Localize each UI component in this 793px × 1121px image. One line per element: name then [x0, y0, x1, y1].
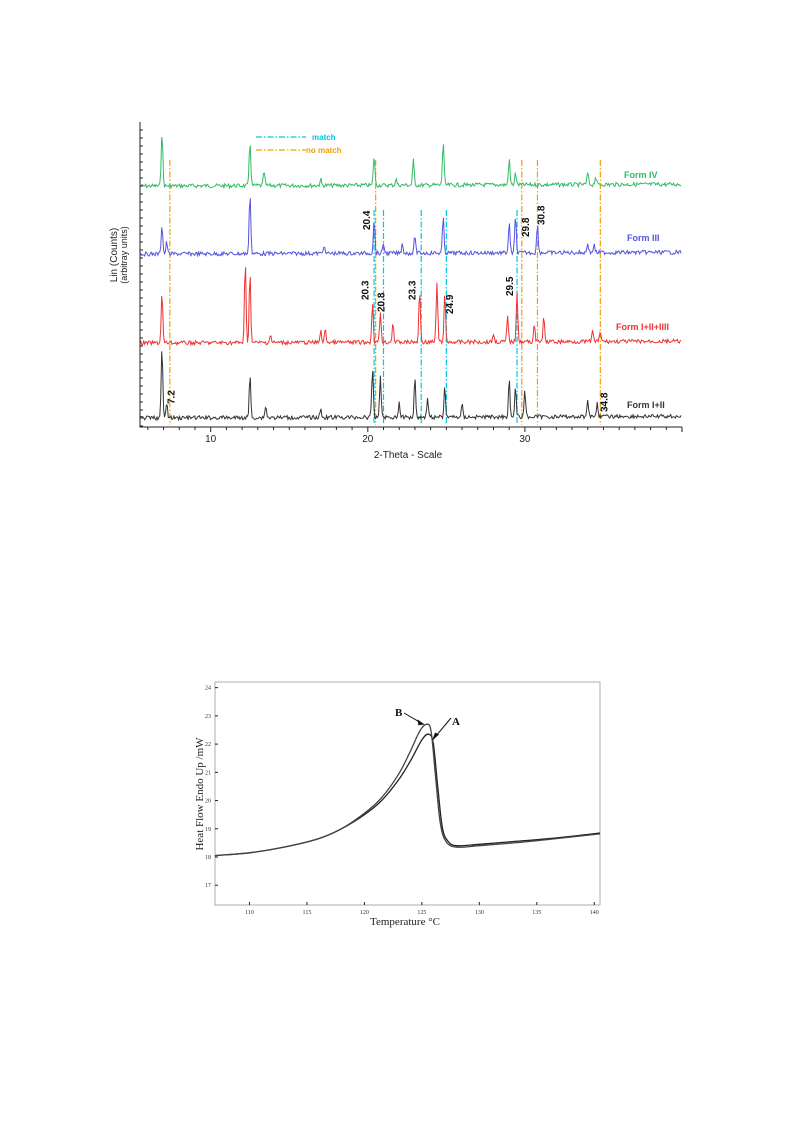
- series-label: Form III: [627, 233, 660, 243]
- dsc-series-line-a: [214, 733, 601, 857]
- dsc-y-tick-label: 20: [205, 799, 211, 805]
- annotation-label-a: A: [452, 716, 460, 728]
- dsc-y-tick-label: 22: [205, 742, 211, 748]
- y-axis-label: Lin (Counts): [109, 228, 120, 282]
- dsc-x-tick-label: 115: [303, 910, 312, 916]
- arrowhead-icon: [432, 732, 440, 741]
- dsc-series-group: [214, 723, 601, 857]
- peak-label: 29.8: [521, 217, 532, 237]
- y-axis-sublabel: (arbitray units): [119, 226, 129, 284]
- legend: match no match: [256, 133, 342, 155]
- arrowhead-icon: [417, 719, 425, 726]
- series-labels: Form IV Form III Form I+II+IIII Form I+II: [616, 170, 669, 410]
- dsc-y-tick-label: 24: [205, 686, 211, 692]
- xrd-series-group: [139, 137, 682, 422]
- dsc-y-tick-label: 21: [205, 770, 211, 776]
- dsc-annotations: BA: [395, 707, 460, 741]
- xrd-axis-lines: [139, 122, 682, 428]
- peak-labels: 7.2 20.4 20.3 20.8 23.3 24.9 29.5 29.8 30.8 34.8: [167, 205, 611, 412]
- dsc-y-tick-label: 19: [205, 827, 211, 833]
- dsc-x-tick-label: 130: [475, 910, 484, 916]
- xrd-axes: 10 20 30: [139, 122, 683, 445]
- series-line-form-iii: [139, 198, 682, 258]
- peak-label: 7.2: [167, 390, 178, 404]
- legend-label: match: [312, 133, 336, 142]
- dsc-axes: 110 115 120 125 130 135 140 17 18 19 20 21 22 23 24: [205, 681, 601, 916]
- peak-label: 20.8: [376, 292, 387, 312]
- dsc-x-tick-label: 125: [417, 910, 426, 916]
- x-tick-label: 10: [205, 434, 217, 445]
- series-label: Form I+II+IIII: [616, 322, 669, 332]
- dsc-y-tick-label: 17: [205, 883, 211, 889]
- legend-label: no match: [306, 146, 342, 155]
- peak-label: 24.9: [445, 294, 456, 314]
- peak-label: 30.8: [537, 205, 548, 225]
- series-line-form-i-ii: [139, 351, 682, 422]
- annotation-label-b: B: [395, 707, 403, 719]
- peak-label: 34.8: [599, 392, 610, 412]
- reference-lines: [169, 160, 601, 425]
- series-line-form-i-ii-iiii: [139, 267, 682, 347]
- peak-label: 20.4: [362, 210, 373, 230]
- dsc-x-tick-label: 120: [360, 910, 369, 916]
- peak-label: 23.3: [408, 280, 419, 300]
- dsc-x-axis-label: Temperature °C: [370, 916, 440, 928]
- dsc-x-tick-label: 110: [245, 910, 254, 916]
- x-axis-label: 2-Theta - Scale: [374, 450, 443, 461]
- dsc-series-line-b: [214, 723, 601, 857]
- peak-label: 29.5: [505, 276, 516, 296]
- xrd-chart: 10 20 30 7.2 20.4 20.3 20.8 23.3 24.9 29.5 29.8 30…: [109, 122, 683, 461]
- x-tick-label: 30: [519, 434, 531, 445]
- x-tick-label: 20: [362, 434, 374, 445]
- dsc-plot-frame: [214, 681, 601, 906]
- dsc-y-tick-label: 23: [205, 714, 211, 720]
- series-line-form-iv: [139, 137, 682, 190]
- dsc-x-tick-label: 135: [532, 910, 541, 916]
- dsc-y-tick-label: 18: [205, 855, 211, 861]
- series-label: Form IV: [624, 170, 658, 180]
- series-label: Form I+II: [627, 400, 665, 410]
- peak-label: 20.3: [361, 280, 372, 300]
- dsc-x-tick-label: 140: [590, 910, 599, 916]
- dsc-y-axis-label: Heat Flow Endo Up /mW: [194, 737, 206, 851]
